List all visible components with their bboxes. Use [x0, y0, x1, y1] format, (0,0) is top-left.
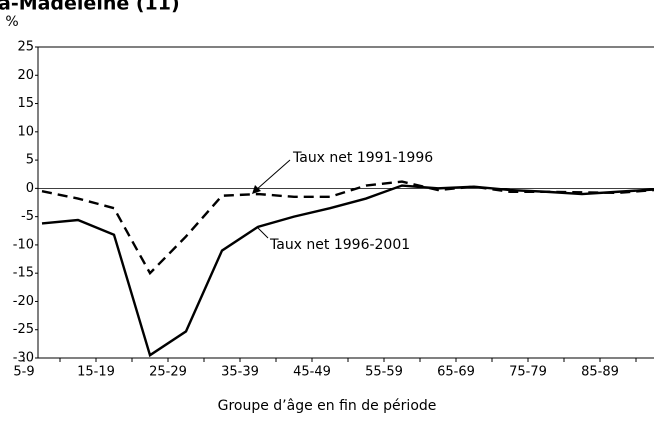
y-unit: % — [5, 14, 18, 30]
y-tick-label: 15 — [17, 96, 34, 111]
x-tick-label: 25-29 — [149, 365, 187, 380]
x-tick-label: 85-89 — [581, 365, 619, 380]
y-tick-label: -30 — [13, 351, 34, 366]
y-tick-label: -25 — [13, 322, 34, 337]
x-tick-label: 35-39 — [221, 365, 259, 380]
y-tick-label: -5 — [21, 209, 34, 224]
annotation-arrow — [255, 159, 291, 191]
y-tick-label: 5 — [26, 153, 34, 168]
series-label: Taux net 1991-1996 — [292, 150, 433, 166]
y-tick-label: -15 — [13, 266, 34, 281]
x-tick-label: 55-59 — [365, 365, 403, 380]
x-tick-label: 75-79 — [509, 365, 547, 380]
annotation-leader — [257, 227, 269, 239]
y-tick-label: 25 — [17, 40, 34, 55]
arrow-head — [252, 185, 261, 194]
x-tick-label: 15-19 — [77, 365, 115, 380]
series-line — [41, 184, 654, 358]
chart-title: a-Madeleine (11) — [0, 0, 180, 15]
y-tick-label: -20 — [13, 294, 34, 309]
x-axis-label: Groupe d’âge en fin de période — [218, 398, 437, 414]
series-line — [41, 180, 654, 276]
x-tick-label: 5-9 — [13, 365, 34, 380]
y-tick-label: 0 — [26, 181, 34, 196]
series-label: Taux net 1996-2001 — [269, 237, 410, 253]
y-tick-label: -10 — [13, 237, 34, 252]
x-tick-label: 45-49 — [293, 365, 331, 380]
y-tick-label: 10 — [17, 124, 34, 139]
y-tick-label: 20 — [17, 68, 34, 83]
x-tick-label: 65-69 — [437, 365, 475, 380]
